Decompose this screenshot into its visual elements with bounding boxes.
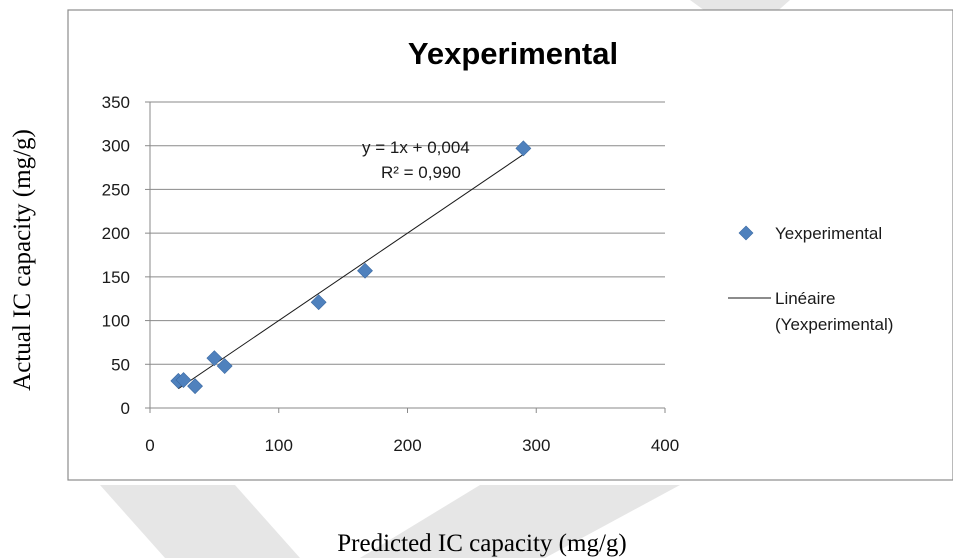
y-tick-label: 0	[121, 399, 130, 418]
data-points	[170, 140, 532, 395]
y-tick-label: 350	[102, 93, 130, 112]
y-tick-label: 250	[102, 180, 130, 199]
legend-trendline-label-line2: (Yexperimental)	[775, 315, 893, 334]
x-tick-label: 200	[393, 436, 421, 455]
data-point	[216, 358, 233, 374]
data-point	[310, 294, 327, 311]
x-tick-label: 0	[145, 436, 154, 455]
trendline	[178, 154, 524, 390]
y-tick-label: 50	[111, 355, 130, 374]
trendline-equation: y = 1x + 0,004	[362, 138, 470, 157]
chart-area-frame	[67, 9, 953, 481]
x-tick-labels: 0 100 200 300 400	[145, 408, 679, 455]
x-tick-label: 300	[522, 436, 550, 455]
gridlines	[150, 101, 665, 365]
y-axis-label: Actual IC capacity (mg/g)	[9, 129, 36, 391]
legend: Yexperimental Linéaire (Yexperimental)	[728, 224, 893, 334]
trendline-r-squared: R² = 0,990	[381, 163, 461, 182]
y-tick-label: 100	[102, 312, 130, 331]
x-axis-label: Predicted IC capacity (mg/g)	[337, 530, 626, 557]
legend-trendline-label-line1: Linéaire	[775, 289, 836, 308]
data-point	[175, 372, 192, 388]
y-tick-label: 200	[102, 224, 130, 243]
x-tick-label: 400	[651, 436, 679, 455]
data-point	[515, 140, 532, 157]
y-tick-label: 300	[102, 137, 130, 156]
y-tick-label: 150	[102, 268, 130, 287]
chart-title: Yexperimental	[408, 36, 618, 71]
data-point	[187, 378, 203, 395]
legend-diamond-marker	[738, 225, 754, 241]
legend-series-label: Yexperimental	[775, 224, 882, 243]
x-tick-label: 100	[265, 436, 293, 455]
data-point	[357, 262, 373, 279]
trendline-group	[178, 154, 524, 390]
y-tick-labels: 0 50 100 150 200 250 300 350	[102, 93, 150, 418]
data-point	[206, 350, 223, 367]
